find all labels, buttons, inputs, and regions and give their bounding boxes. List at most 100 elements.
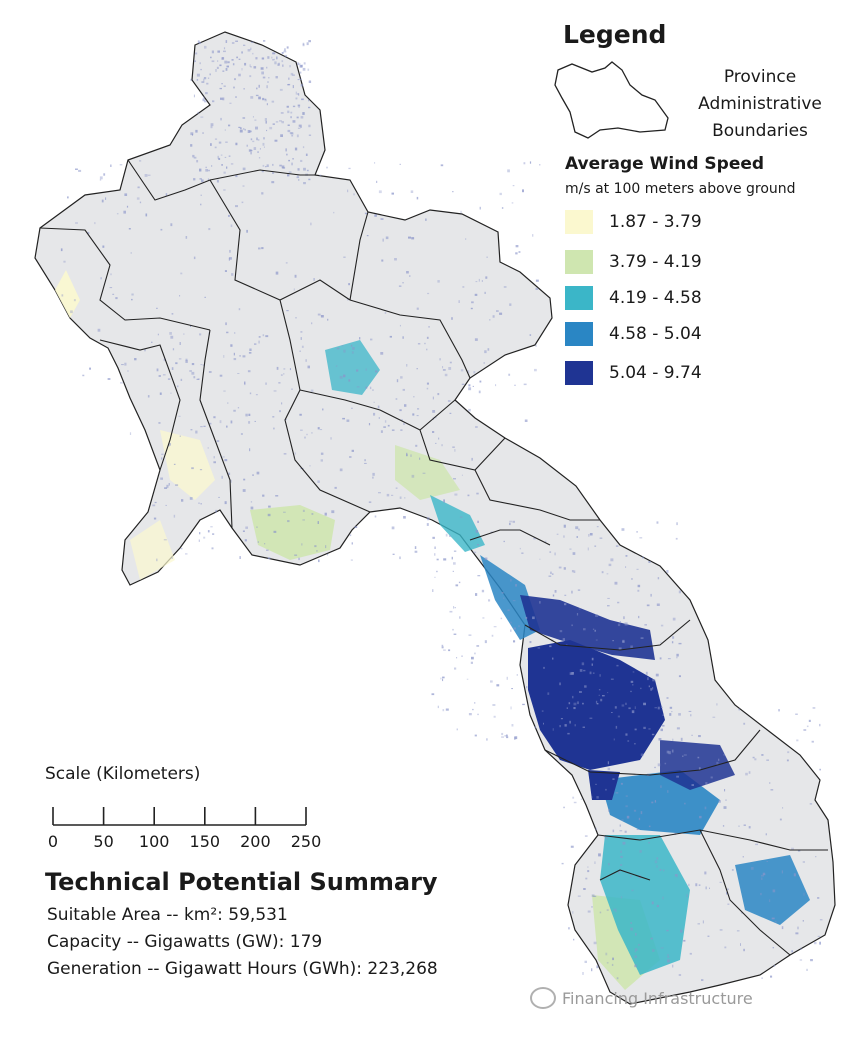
legend-label: 1.87 - 3.79 [609, 212, 702, 232]
speckle [507, 609, 510, 611]
speckle [636, 829, 639, 830]
speckle [372, 476, 374, 479]
speckle [302, 42, 305, 45]
speckle [151, 341, 153, 343]
speckle [672, 617, 676, 621]
speckle [365, 386, 368, 389]
speckle [242, 117, 246, 119]
speckle [477, 713, 479, 716]
speckle [419, 457, 421, 460]
speckle [627, 740, 630, 742]
speckle [614, 581, 618, 585]
speckle [291, 134, 294, 137]
speckle [552, 594, 555, 597]
speckle [637, 589, 640, 592]
speckle [572, 695, 574, 699]
speckle [248, 352, 252, 354]
speckle [806, 968, 808, 971]
speckle [659, 657, 662, 660]
speckle [297, 104, 301, 107]
speckle [436, 570, 438, 573]
province-boundary-7 [99, 339, 181, 471]
speckle [274, 61, 277, 65]
speckle [434, 576, 436, 578]
speckle [636, 568, 639, 570]
speckle [307, 68, 310, 71]
speckle [258, 336, 261, 338]
speckle [656, 521, 659, 524]
speckle [199, 62, 201, 65]
speckle [819, 919, 823, 921]
speckle [234, 78, 236, 81]
speckle [292, 120, 296, 123]
speckle [795, 713, 798, 715]
speckle [452, 446, 455, 448]
speckle [116, 213, 119, 215]
speckle [476, 544, 479, 546]
speckle [452, 570, 454, 572]
speckle [400, 376, 403, 379]
legend-item: 5.04 - 9.74 [565, 361, 702, 385]
zone-low-north [55, 270, 80, 318]
speckle [400, 429, 403, 431]
speckle [474, 734, 477, 737]
speckle [563, 524, 566, 528]
province-boundary-4 [349, 211, 369, 301]
speckle [227, 61, 230, 64]
speckle [479, 380, 482, 383]
speckle [210, 125, 213, 129]
speckle [598, 853, 601, 857]
scale-tick-label: 0 [47, 832, 59, 851]
speckle [638, 817, 641, 821]
speckle [223, 47, 226, 50]
speckle [601, 571, 604, 574]
speckle [292, 105, 296, 108]
speckle [264, 98, 267, 100]
zone-high-south [588, 770, 620, 800]
speckle [210, 143, 212, 146]
speckle [235, 205, 238, 208]
speckle [283, 511, 286, 513]
speckle [611, 963, 614, 966]
speckle [639, 850, 642, 853]
speckle [228, 214, 230, 217]
speckle [678, 590, 681, 594]
summary-suitable-area: Suitable Area -- km²: 59,531 [47, 905, 288, 925]
speckle [202, 364, 205, 366]
speckle [170, 223, 173, 227]
speckle [778, 709, 780, 712]
province-legend-icon [554, 61, 669, 139]
speckle [204, 100, 207, 103]
speckle [242, 185, 245, 187]
speckle [443, 649, 446, 651]
speckle [716, 761, 719, 765]
speckle [124, 193, 128, 196]
speckle [416, 196, 419, 200]
speckle [281, 60, 284, 63]
speckle [592, 672, 595, 674]
speckle [226, 331, 229, 334]
speckle [394, 258, 397, 261]
speckle [207, 530, 210, 533]
speckle [223, 189, 226, 191]
speckle [441, 646, 444, 649]
speckle [569, 672, 573, 675]
speckle [179, 342, 181, 345]
speckle [462, 286, 465, 288]
speckle [352, 347, 355, 350]
speckle [484, 291, 486, 294]
province-boundary-13 [524, 619, 691, 651]
speckle [256, 87, 258, 90]
speckle [378, 492, 381, 494]
speckle [617, 623, 621, 627]
speckle [449, 610, 453, 613]
speckle [640, 811, 643, 815]
speckle [477, 520, 479, 523]
speckle [222, 456, 225, 458]
speckle [250, 506, 254, 510]
speckle [222, 97, 225, 101]
scale-tick-label: 100 [138, 832, 170, 851]
speckle [506, 734, 508, 737]
speckle [200, 116, 204, 118]
